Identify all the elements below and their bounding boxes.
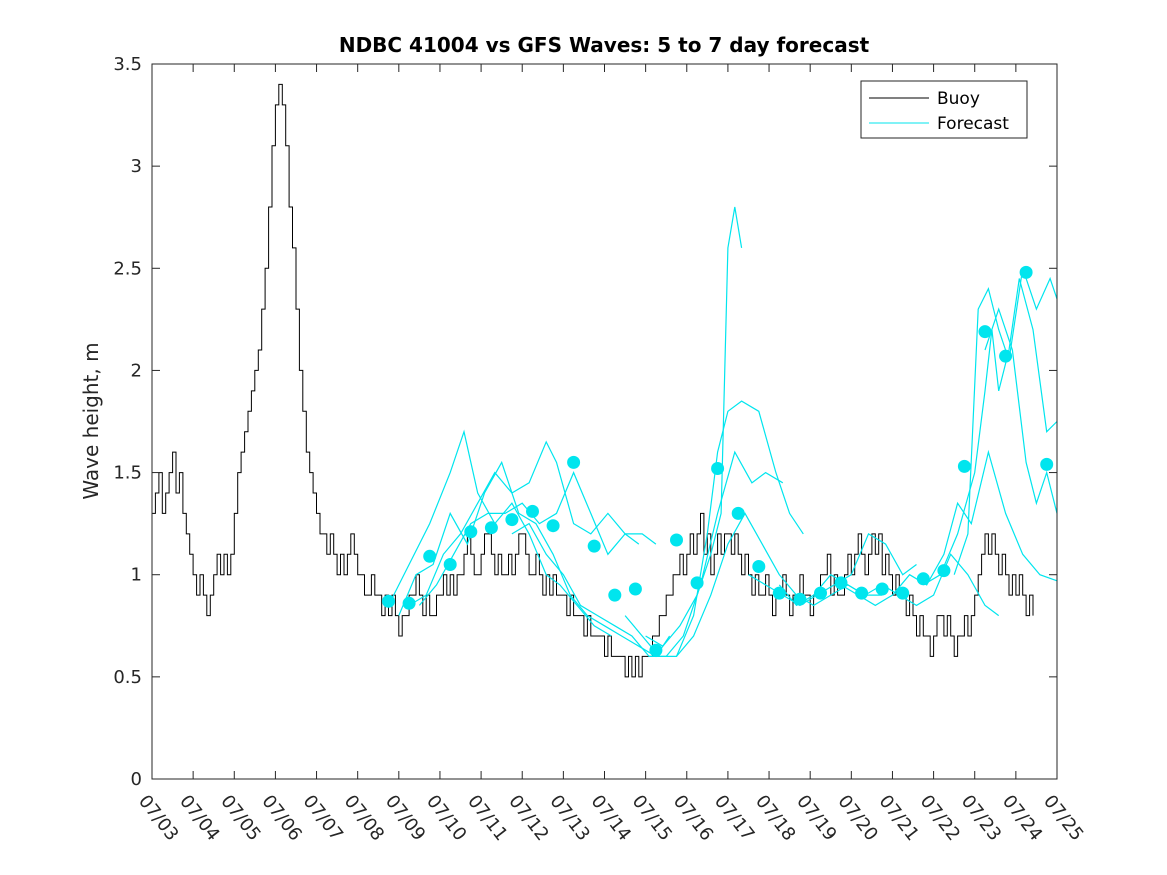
y-axis-label: Wave height, m (79, 342, 103, 499)
y-tick-label-6: 3 (131, 156, 142, 177)
forecast-marker-4 (443, 558, 457, 571)
forecast-marker-6 (484, 521, 498, 535)
forecast-marker-7 (505, 513, 519, 527)
forecast-marker-10 (567, 455, 581, 469)
forecast-marker-17 (711, 462, 725, 475)
forecast-series-line-11 (840, 449, 1058, 607)
y-tick-label-2: 1 (131, 565, 142, 586)
legend: Buoy Forecast (860, 80, 1028, 139)
forecast-marker-1 (382, 594, 395, 608)
forecast-marker-15 (670, 533, 683, 547)
plot-area (152, 83, 1058, 678)
forecast-series-line-5 (511, 450, 784, 658)
y-tick-label-3: 1.5 (113, 463, 142, 484)
forecast-marker-13 (628, 582, 642, 596)
chart-title: NDBC 41004 vs GFS Waves: 5 to 7 day fore… (339, 33, 870, 57)
forecast-marker-28 (937, 564, 951, 578)
legend-buoy-label: Buoy (937, 89, 980, 109)
forecast-marker-27 (916, 572, 930, 586)
forecast-marker-2 (402, 596, 416, 610)
forecast-series-line-7 (645, 206, 743, 647)
forecast-marker-24 (855, 586, 869, 600)
y-tick-label-7: 3.5 (113, 54, 142, 75)
forecast-series-line-3 (408, 440, 640, 606)
forecast-marker-3 (423, 549, 437, 563)
forecast-marker-14 (649, 643, 663, 657)
forecast-marker-32 (1019, 265, 1033, 279)
y-tick-label-4: 2 (131, 360, 142, 381)
forecast-marker-5 (464, 525, 478, 539)
forecast-marker-30 (978, 325, 992, 339)
forecast-series-line-4 (418, 471, 657, 606)
legend-forecast-label: Forecast (937, 114, 1009, 134)
forecast-marker-11 (587, 539, 601, 553)
legend-box (860, 80, 1028, 139)
forecast-series-line-13 (953, 268, 1058, 575)
forecast-series-line-12 (922, 278, 1058, 586)
forecast-marker-12 (608, 588, 622, 602)
forecast-marker-23 (834, 576, 848, 590)
y-tick-label-1: 0.5 (113, 667, 142, 688)
forecast-series-line-6 (624, 400, 804, 658)
forecast-series-line-14 (984, 307, 1058, 514)
forecast-marker-22 (814, 586, 827, 600)
forecast-marker-8 (526, 504, 539, 518)
forecast-marker-25 (875, 582, 889, 596)
forecast-marker-29 (957, 459, 971, 473)
forecast-marker-20 (772, 586, 786, 600)
forecast-marker-9 (546, 519, 560, 533)
forecast-series-line-2 (398, 460, 671, 658)
forecast-marker-18 (731, 506, 745, 520)
forecast-marker-31 (999, 349, 1013, 363)
forecast-marker-26 (896, 586, 910, 600)
y-tick-label-0: 0 (131, 769, 142, 790)
forecast-marker-19 (752, 560, 766, 573)
forecast-marker-16 (690, 576, 704, 590)
y-tick-label-5: 2.5 (113, 258, 142, 279)
forecast-marker-21 (793, 592, 807, 606)
forecast-marker-33 (1040, 457, 1054, 471)
